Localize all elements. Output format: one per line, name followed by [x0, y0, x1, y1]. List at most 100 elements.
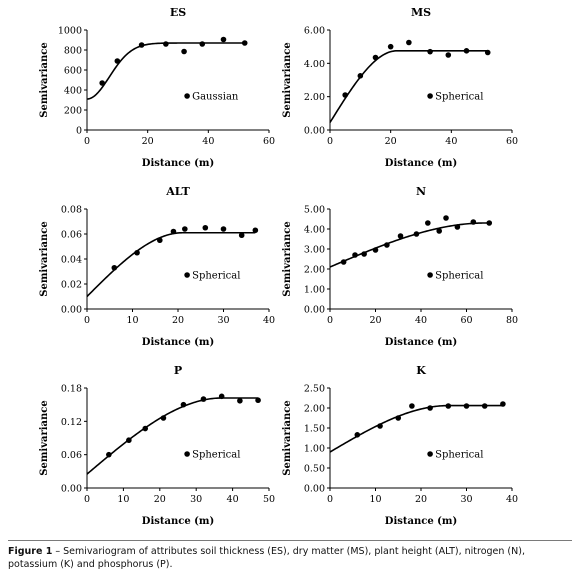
- y-tick-label: 2.00: [304, 92, 325, 103]
- chart-title: ALT: [165, 185, 190, 198]
- data-point: [342, 92, 348, 98]
- data-point: [384, 242, 390, 248]
- legend-marker: [184, 93, 190, 99]
- legend-label: Spherical: [435, 271, 483, 282]
- x-tick-label: 10: [369, 494, 381, 505]
- y-tick-label: 0.00: [304, 305, 325, 316]
- model-curve: [86, 397, 259, 475]
- data-point: [463, 403, 470, 409]
- y-tick-label: 0.18: [61, 384, 82, 395]
- x-tick-label: 20: [385, 136, 397, 147]
- y-tick-label: 0.12: [61, 417, 82, 428]
- data-point: [138, 42, 145, 48]
- caption-text: – Semivariogram of attributes soil thick…: [8, 546, 525, 570]
- data-point: [218, 393, 225, 400]
- x-tick-label: 30: [190, 494, 202, 505]
- x-tick-label: 60: [263, 136, 275, 147]
- x-axis-label: Distance (m): [142, 337, 214, 348]
- data-point: [445, 403, 452, 409]
- data-point: [470, 219, 477, 225]
- y-tick-label: 0.00: [61, 484, 82, 495]
- chart-title: K: [416, 364, 426, 377]
- y-tick-label: 200: [64, 106, 82, 117]
- data-point: [409, 403, 415, 409]
- data-point: [372, 247, 379, 253]
- data-point: [377, 423, 383, 429]
- chart-title: ES: [170, 6, 186, 19]
- x-tick-label: 10: [126, 315, 138, 326]
- data-point: [157, 237, 163, 244]
- x-tick-label: 40: [202, 136, 214, 147]
- x-axis-label: Distance (m): [142, 516, 214, 527]
- y-tick-label: 2.00: [304, 265, 325, 276]
- x-tick-label: 60: [506, 136, 518, 147]
- data-point: [425, 220, 431, 226]
- y-tick-label: 0.50: [304, 464, 325, 475]
- data-point: [252, 227, 259, 234]
- data-point: [352, 252, 358, 258]
- data-point: [163, 41, 169, 47]
- chart-p: P 0.00 0.06 0.12 0.18 0 10 20 30 40 50 Distance (m)…: [39, 364, 275, 527]
- x-tick-label: 60: [460, 315, 472, 326]
- y-tick-label: 3.00: [304, 245, 325, 256]
- data-point: [99, 80, 105, 86]
- chart-alt: ALT 0.00 0.02 0.04 0.06 0.08 0 10 20 30 40 Distance…: [39, 185, 275, 348]
- x-axis-label: Distance (m): [142, 158, 214, 169]
- x-axis-label: Distance (m): [385, 516, 457, 527]
- data-point: [372, 54, 379, 61]
- legend-marker: [427, 272, 433, 278]
- y-tick-label: 5.00: [304, 205, 325, 216]
- data-point: [134, 249, 140, 256]
- data-point: [238, 232, 245, 239]
- data-point: [181, 48, 187, 55]
- x-tick-label: 50: [263, 494, 275, 505]
- x-tick-label: 0: [84, 315, 90, 326]
- x-tick-label: 40: [227, 494, 239, 505]
- data-point: [413, 231, 420, 237]
- data-point: [237, 397, 243, 404]
- y-tick-label: 0.00: [304, 126, 325, 137]
- legend-marker: [427, 451, 433, 457]
- x-tick-label: 40: [445, 136, 457, 147]
- legend-label: Spherical: [192, 271, 240, 282]
- data-point: [397, 233, 404, 239]
- x-axis-label: Distance (m): [385, 337, 457, 348]
- x-tick-label: 0: [84, 136, 90, 147]
- data-point: [340, 259, 347, 265]
- data-point: [126, 437, 132, 444]
- chart-title: P: [174, 364, 182, 377]
- y-tick-label: 1000: [58, 26, 82, 37]
- data-point: [500, 401, 506, 407]
- data-point: [200, 396, 207, 402]
- x-tick-label: 40: [415, 315, 427, 326]
- data-point: [427, 405, 433, 411]
- x-tick-label: 20: [415, 494, 427, 505]
- data-point: [486, 220, 493, 226]
- data-point: [361, 251, 367, 257]
- y-axis-label: Semivariance: [282, 221, 293, 297]
- x-tick-label: 0: [327, 136, 333, 147]
- data-point: [454, 224, 461, 230]
- chart-es: ES 0 200 400 600 800 1000 0 20 40 60 Distance (m) Se…: [39, 6, 275, 169]
- model-curve: [329, 222, 490, 268]
- data-point: [463, 48, 470, 54]
- data-point: [443, 215, 449, 221]
- x-tick-label: 30: [217, 315, 229, 326]
- data-point: [182, 226, 188, 232]
- data-point: [142, 425, 149, 432]
- legend-marker: [427, 93, 433, 99]
- data-point: [202, 224, 209, 231]
- model-curve: [329, 404, 503, 453]
- chart-title: N: [416, 185, 426, 198]
- y-tick-label: 2.00: [304, 404, 325, 415]
- data-point: [387, 43, 394, 50]
- y-tick-label: 0.02: [61, 280, 82, 291]
- chart-title: MS: [411, 6, 431, 19]
- y-tick-label: 400: [64, 86, 82, 97]
- x-tick-label: 0: [327, 315, 333, 326]
- x-tick-label: 20: [172, 315, 184, 326]
- legend-marker: [184, 451, 190, 457]
- y-tick-label: 0.06: [61, 230, 82, 241]
- data-point: [111, 264, 118, 271]
